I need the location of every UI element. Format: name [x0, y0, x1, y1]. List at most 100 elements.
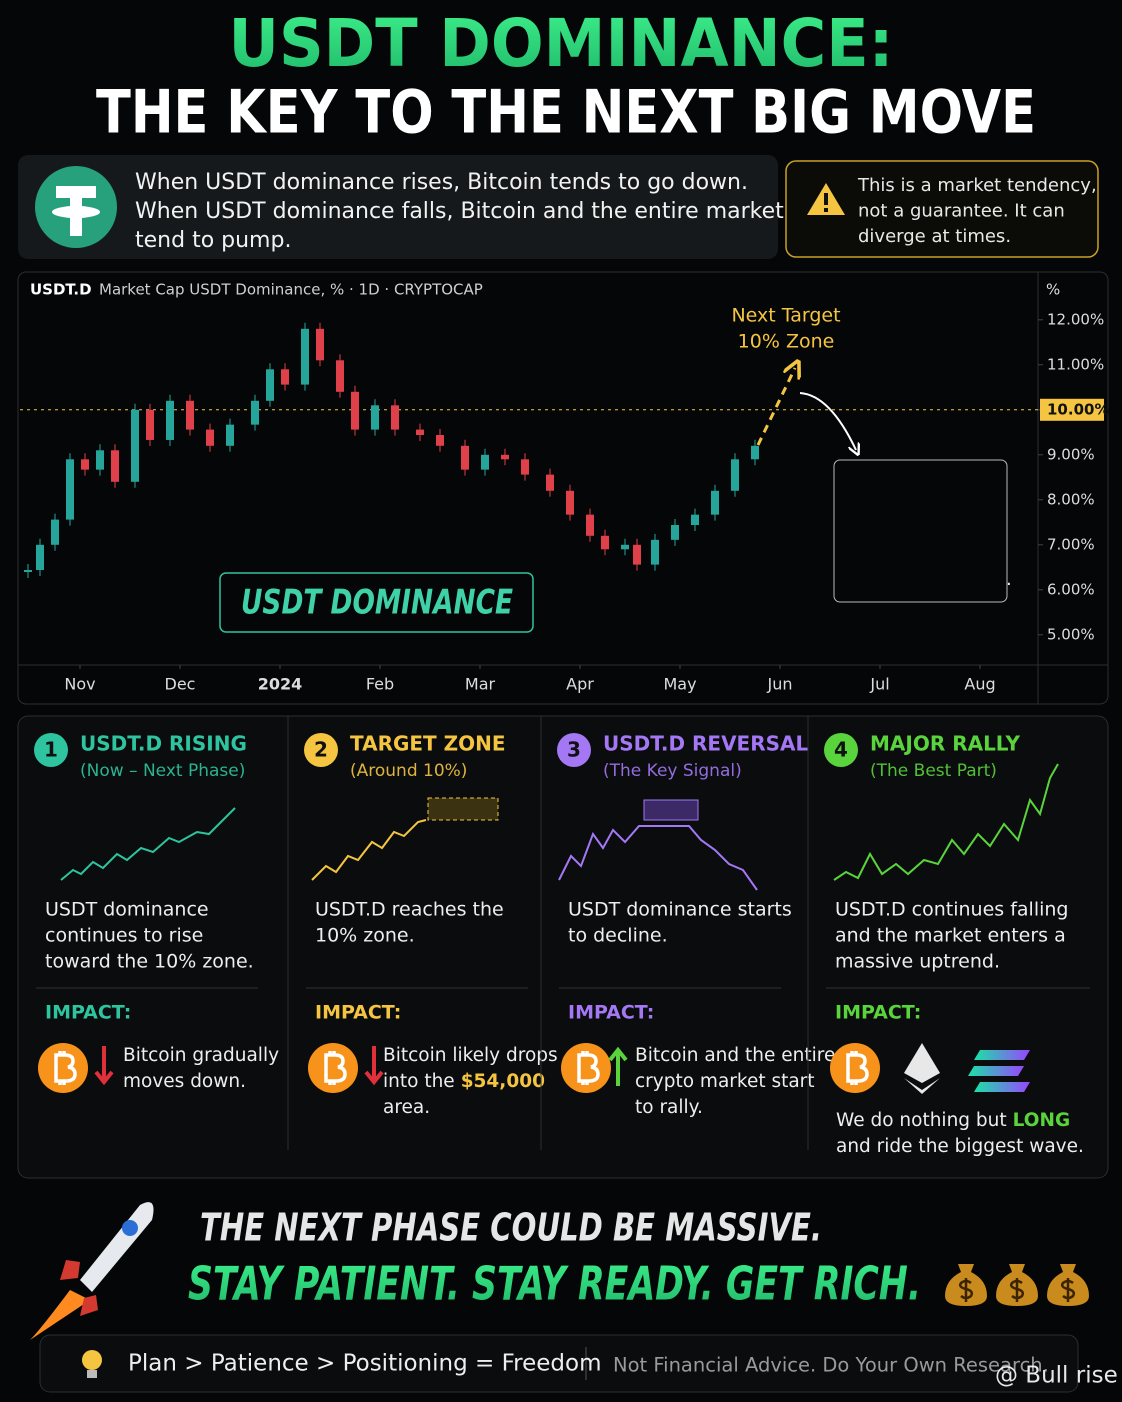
symbol: USDT.D: [30, 281, 92, 299]
chart-watermark: USDT DOMINANCE: [241, 583, 513, 623]
impact-arrow: [94, 1046, 114, 1086]
title: USDT DOMINANCE:: [229, 5, 894, 82]
candle: [671, 525, 679, 540]
solana-bar: [974, 1050, 1030, 1060]
intro-line: When USDT dominance rises, Bitcoin tends…: [135, 170, 748, 195]
y-tick-label: 12.00%: [1047, 310, 1104, 328]
ethereum-icon: [904, 1043, 940, 1094]
candle: [96, 450, 104, 470]
candle: [251, 400, 259, 425]
card-subtitle: (The Best Part): [870, 761, 997, 781]
bitcoin-icon: [38, 1043, 88, 1093]
impact-arrow: [608, 1046, 628, 1086]
step-number: 3: [567, 738, 581, 762]
impact-line: into the $54,000: [383, 1071, 545, 1092]
candle: [166, 400, 174, 440]
solana-bar: [974, 1082, 1030, 1092]
y-unit: %: [1046, 281, 1060, 299]
phases-panel: [17, 715, 1109, 1179]
candle: [461, 445, 469, 470]
impact-line: Bitcoin gradually: [123, 1045, 279, 1066]
impact-highlight: $54,000: [461, 1071, 545, 1092]
subtitle: THE KEY TO THE NEXT BIG MOVE: [96, 78, 1036, 148]
bitcoin-icon: [561, 1043, 611, 1093]
disclaimer: Not Financial Advice. Do Your Own Resear…: [613, 1354, 1049, 1377]
candle: [416, 429, 424, 435]
y-tick-label: 10.00%: [1047, 400, 1109, 418]
candle: [691, 514, 699, 525]
candle: [601, 535, 609, 550]
candle: [51, 519, 59, 545]
x-tick-label: Mar: [465, 675, 496, 694]
card-title: TARGET ZONE: [350, 732, 506, 756]
bitcoin-icon: [830, 1043, 880, 1093]
sparkline: [60, 807, 236, 881]
card-title: USDT.D RISING: [80, 732, 247, 756]
money-sign: [958, 1278, 974, 1302]
reversal-arrow: [799, 392, 856, 450]
impact-line: moves down.: [123, 1071, 246, 1092]
sparkline: [833, 763, 1059, 881]
intro-line: tend to pump.: [135, 228, 291, 253]
impact-line: and ride the biggest wave.: [836, 1136, 1084, 1157]
candle: [566, 490, 574, 515]
bitcoin-glyph: [577, 1051, 600, 1085]
motto: Plan > Patience > Positioning = Freedom: [128, 1351, 601, 1377]
step-number: 2: [314, 738, 328, 762]
card-description: USDT dominance starts: [568, 899, 792, 921]
x-tick-label: 2024: [258, 675, 303, 694]
impact-text: into the: [383, 1071, 455, 1092]
candle: [266, 369, 274, 401]
candle: [146, 409, 154, 440]
bitcoin-glyph: [324, 1051, 347, 1085]
impact-highlight: LONG: [1013, 1110, 1071, 1131]
chart-description: Market Cap USDT Dominance, % · 1D · CRYP…: [99, 281, 483, 299]
candle: [24, 570, 32, 572]
impact-label: IMPACT:: [45, 1002, 131, 1024]
impact-line: Bitcoin likely drops: [383, 1045, 558, 1066]
candle: [521, 459, 529, 475]
call-to-action: STAY PATIENT. STAY READY. GET RICH.: [188, 1257, 921, 1311]
impact-line: to rally.: [635, 1097, 703, 1118]
sparkline: [311, 819, 427, 881]
candle: [751, 445, 759, 460]
candle: [281, 369, 289, 385]
warning-panel: [785, 160, 1099, 258]
step-badge: [557, 733, 591, 767]
note-box: [833, 459, 1008, 603]
impact-label: IMPACT:: [568, 1002, 654, 1024]
card-subtitle: (Around 10%): [350, 761, 467, 781]
impact-line: crypto market start: [635, 1071, 815, 1092]
candle: [436, 435, 444, 446]
money-bags: [945, 1264, 1089, 1306]
impact-line: We do nothing but LONG: [836, 1110, 1070, 1131]
x-tick-label: Dec: [165, 675, 196, 694]
candle: [226, 424, 234, 446]
bitcoin-icon: [308, 1043, 358, 1093]
warning-line: not a guarantee. It can: [858, 201, 1065, 222]
candle: [481, 454, 489, 470]
candle: [111, 450, 119, 482]
candle: [131, 409, 139, 482]
candle: [81, 459, 89, 470]
money-sign: [1060, 1278, 1076, 1302]
y-tick-label: 5.00%: [1047, 625, 1095, 643]
candle: [316, 328, 324, 361]
bulb-base: [87, 1370, 97, 1378]
reversal-zone: [643, 799, 699, 821]
warning-dot: [824, 208, 828, 212]
impact-arrow: [364, 1046, 384, 1086]
warning-line: diverge at times.: [858, 226, 1011, 247]
intro-panel: [18, 155, 778, 259]
rocket: [30, 1202, 154, 1340]
x-tick-label: Jun: [767, 675, 793, 694]
sparkline: [558, 825, 758, 891]
money-sign: [1009, 1278, 1025, 1302]
solana-bar: [968, 1066, 1024, 1076]
impact-line: Bitcoin and the entire: [635, 1045, 835, 1066]
card-title: MAJOR RALLY: [870, 732, 1020, 756]
card-description: USDT.D continues falling: [835, 899, 1068, 921]
candle: [36, 544, 44, 570]
step-number: 4: [834, 738, 848, 762]
